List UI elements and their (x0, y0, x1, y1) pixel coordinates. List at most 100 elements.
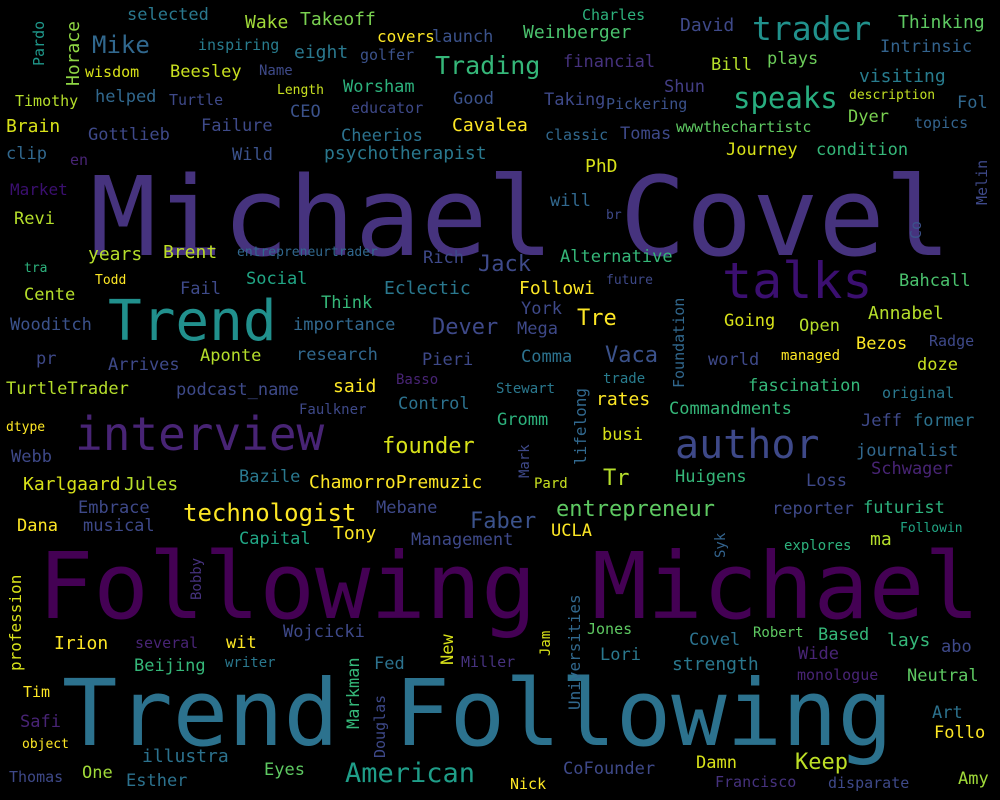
word-176: Miller (461, 653, 515, 671)
word-42: Name (259, 63, 293, 79)
word-36: golfer (360, 46, 414, 64)
word-69: Wild (232, 145, 273, 165)
word-162: wit (226, 633, 257, 653)
word-156: ma (870, 529, 892, 550)
word-5: interview (75, 407, 325, 461)
word-18: Tre (577, 306, 617, 331)
word-84: Co (907, 221, 925, 239)
word-137: Jules (124, 474, 178, 495)
word-132: journalist (856, 441, 958, 461)
word-32: Thinking (898, 12, 985, 33)
word-49: Turtle (169, 91, 223, 109)
word-197: disparate (828, 774, 909, 792)
word-160: Irion (54, 633, 108, 654)
word-2: Trend Following (62, 660, 893, 767)
word-95: York (521, 299, 562, 319)
word-142: Loss (806, 471, 847, 491)
word-89: Bahcall (899, 271, 971, 291)
word-136: Karlgaard (23, 474, 121, 495)
word-180: monologue (797, 666, 878, 684)
word-141: Huigens (675, 467, 747, 487)
word-120: fascination (748, 376, 861, 396)
word-188: illustra (142, 746, 229, 767)
word-7: trader (752, 9, 871, 48)
word-25: Wake (245, 12, 288, 33)
word-64: Dyer (848, 107, 889, 127)
word-87: Social (246, 269, 307, 289)
word-177: Lori (600, 645, 641, 665)
word-168: Robert (753, 625, 804, 641)
word-165: Jam (538, 631, 554, 656)
word-58: Failure (201, 116, 273, 136)
word-11: Mike (92, 31, 150, 59)
word-22: Pardo (30, 21, 48, 66)
word-125: Commandments (669, 399, 792, 419)
word-67: clip (6, 144, 47, 164)
word-152: Followin (900, 521, 963, 536)
word-139: ChamorroPremuzic (309, 472, 482, 493)
word-103: Radge (929, 332, 974, 350)
word-99: importance (293, 315, 395, 335)
word-111: managed (781, 348, 840, 364)
word-59: CEO (290, 102, 321, 122)
word-102: Open (799, 316, 840, 336)
word-9: American (345, 758, 475, 789)
word-23: Horace (63, 21, 84, 86)
word-52: Taking (544, 90, 605, 110)
word-96: Foundation (670, 298, 688, 388)
word-149: Capital (239, 529, 311, 549)
word-31: David (680, 15, 734, 36)
word-114: TurtleTrader (6, 379, 129, 399)
word-74: Market (10, 180, 68, 199)
word-57: Gottlieb (88, 125, 170, 145)
word-184: Douglas (371, 695, 389, 758)
word-65: topics (914, 114, 968, 132)
word-150: Tony (333, 523, 377, 544)
word-131: busi (602, 425, 643, 445)
word-4: talks (722, 252, 873, 310)
word-20: Vaca (605, 343, 658, 368)
word-60: Cheerios (341, 126, 423, 146)
word-81: entrepreneurtrader (237, 245, 378, 260)
word-61: Cavalea (452, 115, 528, 136)
word-159: Universities (565, 594, 584, 710)
word-14: founder (382, 434, 475, 459)
word-16: Faber (470, 509, 536, 534)
word-121: original (882, 384, 954, 402)
word-189: Eyes (264, 760, 305, 780)
word-98: Wooditch (10, 315, 92, 335)
word-24: selected (127, 5, 209, 25)
word-13: entrepreneur (556, 497, 715, 522)
word-123: Control (398, 394, 470, 414)
word-194: Esther (126, 771, 187, 791)
word-63: Tomas (620, 124, 671, 144)
word-75: PhD (585, 156, 618, 177)
word-6: author (675, 422, 820, 468)
word-166: Jones (587, 620, 632, 638)
word-77: will (550, 191, 591, 211)
word-195: Nick (510, 775, 546, 793)
word-79: years (88, 244, 142, 265)
word-30: Weinberger (523, 22, 632, 43)
word-167: Covel (689, 630, 740, 650)
word-128: lifelong (571, 388, 590, 465)
word-35: eight (294, 42, 348, 63)
word-29: Charles (582, 6, 645, 24)
word-187: object (22, 737, 69, 752)
word-126: dtype (6, 420, 45, 435)
word-153: Management (411, 530, 513, 550)
word-134: Mark (517, 444, 533, 478)
word-54: description (849, 88, 935, 103)
word-110: world (708, 350, 759, 370)
word-68: en (70, 151, 88, 169)
word-109: Comma (521, 347, 572, 367)
word-157: profession (6, 575, 25, 671)
word-182: Tim (23, 683, 50, 701)
word-113: doze (917, 355, 958, 375)
word-155: explores (784, 538, 851, 554)
word-91: Fail (180, 279, 221, 299)
word-179: Wide (798, 644, 839, 664)
word-116: said (333, 376, 376, 397)
